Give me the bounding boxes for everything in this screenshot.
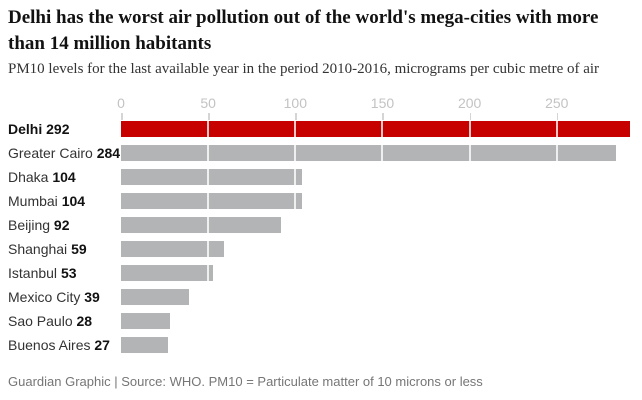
bar [121,121,630,137]
x-axis-tick-mark [382,113,384,120]
chart-subtitle: PM10 levels for the last available year … [8,61,600,77]
x-axis-tick-label: 200 [457,95,482,111]
city-value: 27 [94,337,110,353]
bar-track [121,217,630,233]
city-value: 292 [46,121,70,137]
x-axis-tick-label: 50 [200,95,216,111]
bar [121,313,170,329]
city-name: Istanbul [8,265,61,281]
x-axis-tick-label: 150 [370,95,395,111]
bar [121,337,169,353]
bar [121,265,214,281]
bar [121,241,224,257]
source-note: Guardian Graphic | Source: WHO. PM10 = P… [8,374,483,389]
bar-track [121,169,630,185]
chart-row: Dhaka 104 [8,169,634,185]
bar-track [121,145,630,161]
city-name: Mumbai [8,193,62,209]
row-label: Greater Cairo 284 [8,145,121,161]
bar [121,193,303,209]
chart-row: Istanbul 53 [8,265,634,281]
x-axis-tick-label: 0 [117,95,125,111]
city-name: Dhaka [8,169,53,185]
x-axis-tick-mark [469,113,472,120]
chart-row: Shanghai 59 [8,241,634,257]
x-axis-tick-label: 100 [283,95,307,111]
chart-row: Sao Paulo 28 [8,313,634,329]
bar [121,145,617,161]
row-label: Buenos Aires 27 [8,337,121,353]
chart-row: Buenos Aires 27 [8,337,634,353]
x-axis-tick-mark [556,113,559,120]
city-value: 59 [71,241,87,257]
chart-title: Delhi has the worst air pollution out of… [8,7,599,54]
row-label: Shanghai 59 [8,241,121,257]
x-axis-tick-mark [121,113,123,120]
chart-row: Delhi 292 [8,121,634,137]
bar-track [121,193,630,209]
bar-track [121,337,630,353]
city-name: Mexico City [8,289,85,305]
city-name: Buenos Aires [8,337,95,353]
row-label: Istanbul 53 [8,265,121,281]
city-name: Greater Cairo [8,145,97,161]
city-name: Delhi [8,121,47,137]
chart-row: Beijing 92 [8,217,634,233]
x-axis-tick-mark [208,113,210,120]
bar [121,217,282,233]
row-label: Dhaka 104 [8,169,121,185]
bar-track [121,265,630,281]
bar-track [121,313,630,329]
bar-track [121,121,630,137]
bar-track [121,241,630,257]
city-name: Sao Paulo [8,313,77,329]
row-label: Mexico City 39 [8,289,121,305]
city-value: 284 [96,145,121,161]
city-value: 28 [76,313,93,329]
row-label: Delhi 292 [8,121,121,137]
x-axis-tick-label: 250 [545,95,569,111]
city-value: 53 [60,265,77,281]
row-label: Mumbai 104 [8,193,121,209]
city-name: Shanghai [8,241,72,257]
city-value: 104 [52,169,76,185]
chart-rows: Delhi 292 Greater Cairo 284 Dhaka 104 Mumba… [8,121,634,361]
chart-row: Mexico City 39 [8,289,634,305]
bar [121,169,303,185]
bar [121,289,189,305]
chart-row: Greater Cairo 284 [8,145,634,161]
x-axis: 0 50 100 150 200 250 [8,95,634,120]
city-value: 39 [84,289,100,305]
bar-chart: 0 50 100 150 200 250 Delhi 292 Greater Cairo 2… [8,96,634,358]
row-label: Beijing 92 [8,217,121,233]
city-name: Beijing [8,217,54,233]
bar-track [121,289,630,305]
city-value: 92 [53,217,70,233]
x-axis-tick-mark [295,113,297,120]
chart-row: Mumbai 104 [8,193,634,209]
row-label: Sao Paulo 28 [8,313,121,329]
city-value: 104 [61,193,86,209]
